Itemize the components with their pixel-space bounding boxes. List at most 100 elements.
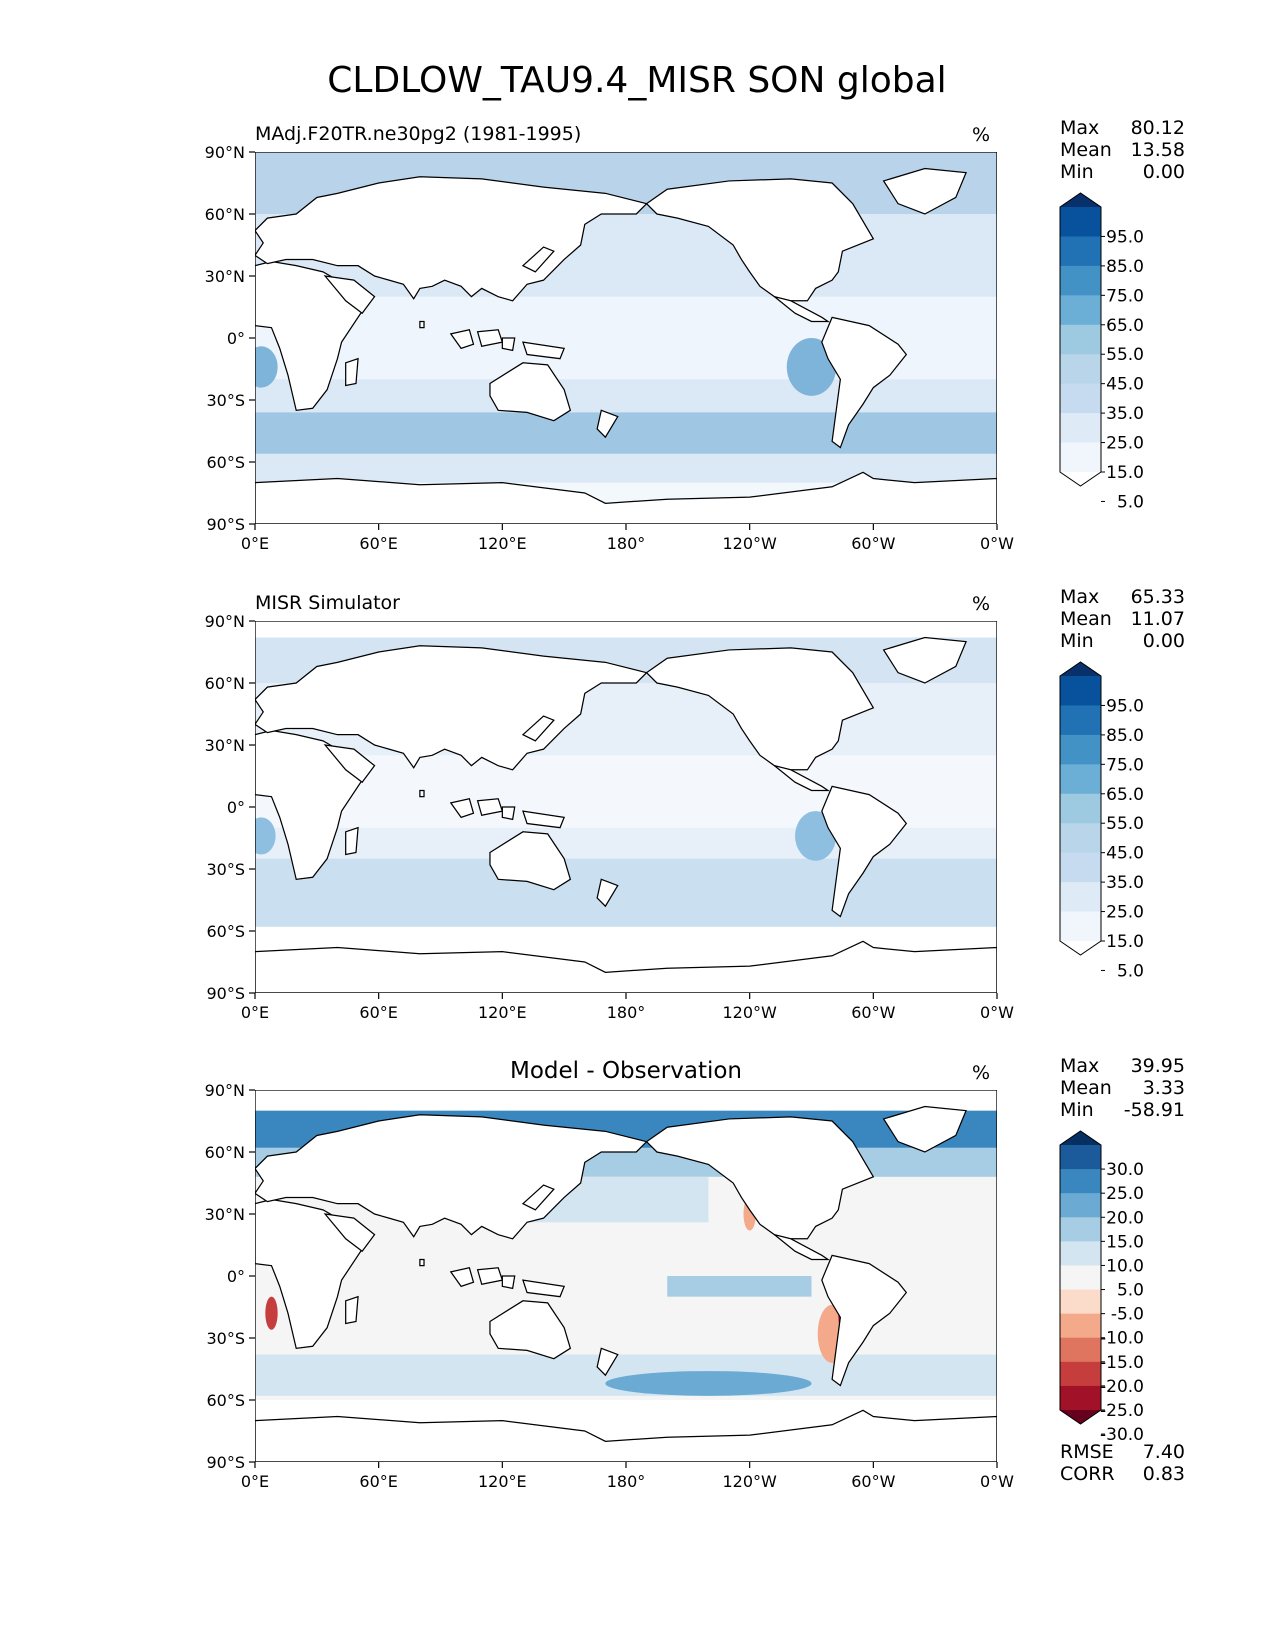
lat-tick-label: 60°N	[205, 674, 245, 693]
lat-tick-label: 90°N	[205, 612, 245, 631]
lat-tick-label: 30°N	[205, 736, 245, 755]
field-band-south-storm	[255, 412, 997, 454]
stat-label: Min	[1060, 630, 1094, 652]
lon-tick-label: 60°E	[359, 1472, 397, 1491]
colorbar-label: 45.0	[1106, 375, 1144, 395]
colorbar-label: 20.0	[1106, 1208, 1144, 1228]
panel-units: %	[972, 1062, 990, 1084]
colorbar-label: 15.0	[1106, 932, 1144, 952]
colorbar-segment	[1060, 823, 1101, 854]
lat-tick-label: 90°S	[206, 1453, 245, 1472]
field-band-south-storm	[255, 858, 997, 927]
stat-label: Max	[1060, 117, 1099, 139]
colorbar-segment	[1060, 1241, 1101, 1266]
lat-tick-label: 90°N	[205, 143, 245, 162]
colorbar-label: 95.0	[1106, 696, 1144, 716]
lat-tick-label: 90°N	[205, 1081, 245, 1100]
stat-value: 80.12	[1131, 117, 1185, 139]
colorbar-label: 25.0	[1106, 434, 1144, 454]
colorbar-segment	[1060, 207, 1101, 237]
colorbar-segment	[1060, 236, 1101, 267]
colorbar-label: 75.0	[1106, 286, 1144, 306]
colorbar-segment	[1060, 295, 1101, 326]
stats-block: Max 80.12 Mean 13.58 Min 0.00	[1060, 117, 1185, 183]
lon-tick-label: 0°W	[980, 534, 1014, 553]
colorbar-label: 25.0	[1106, 1184, 1144, 1204]
diff-namibia-negative	[265, 1296, 278, 1330]
stats-block: Max 39.95 Mean 3.33 Min -58.91	[1060, 1055, 1185, 1121]
lon-tick-label: 0°E	[241, 534, 269, 553]
colorbar-segment	[1060, 852, 1101, 883]
colorbar-segment	[1060, 324, 1101, 355]
colorbar-label: 5.0	[1117, 492, 1144, 512]
stat-value: 13.58	[1131, 139, 1185, 161]
lon-tick-label: 0°E	[241, 1472, 269, 1491]
stratocumulus-peru	[786, 338, 837, 396]
lon-tick-label: 180°	[607, 1472, 646, 1491]
stat-label: Min	[1060, 161, 1094, 183]
colorbar-label: 85.0	[1106, 726, 1144, 746]
stat-value: 0.00	[1143, 161, 1185, 183]
corr-value: 0.83	[1143, 1463, 1185, 1485]
lat-tick-label: 30°S	[206, 860, 245, 879]
colorbar-label: 35.0	[1106, 404, 1144, 424]
colorbar-segment	[1060, 1313, 1101, 1339]
colorbar-segment	[1060, 1289, 1101, 1315]
colorbar-segment	[1060, 265, 1101, 296]
map-frame	[255, 152, 997, 524]
colorbar-segment	[1060, 1337, 1101, 1363]
colorbar-label: 10.0	[1106, 1256, 1144, 1276]
colorbar-label: 5.0	[1117, 961, 1144, 981]
colorbar-label: -25.0	[1100, 1401, 1144, 1421]
panel-left-title: MAdj.F20TR.ne30pg2 (1981-1995)	[255, 123, 581, 145]
colorbar-segment	[1060, 1193, 1101, 1218]
panel-units: %	[972, 124, 990, 146]
colorbar-label: 5.0	[1117, 1281, 1144, 1301]
colorbar-segment	[1060, 911, 1101, 942]
colorbar-extend-max	[1060, 193, 1101, 207]
skill-stats: RMSE 7.40 CORR 0.83	[1060, 1441, 1185, 1485]
lat-tick-label: 0°	[227, 329, 245, 348]
colorbar-label: 65.0	[1106, 316, 1144, 336]
diff-tropical-east-pacific	[667, 1276, 812, 1297]
rmse-value: 7.40	[1143, 1441, 1185, 1463]
lon-axis: 0°E 60°E 120°E 180° 120°W 60°W 0°W	[241, 1462, 1014, 1491]
lon-tick-label: 60°W	[851, 1003, 895, 1022]
panel-center-title: Model - Observation	[510, 1058, 742, 1084]
colorbar-model: 95.0 85.0 75.0 65.0 55.0 45.0 35.0 25.0 15.0 5.0	[1059, 192, 1144, 512]
panel-model: MAdj.F20TR.ne30pg2 (1981-1995) % 90°N 60°…	[205, 117, 1185, 553]
colorbar-extend-max	[1060, 1131, 1101, 1145]
lon-tick-label: 60°W	[851, 534, 895, 553]
colorbar-extend-min	[1060, 1410, 1101, 1424]
colorbar-segment	[1060, 676, 1101, 706]
colorbar-segment	[1060, 413, 1101, 444]
panel-obs: MISR Simulator % 90°N60°N30°N0°30°S60°S9…	[205, 586, 1185, 1022]
lon-tick-label: 0°W	[980, 1472, 1014, 1491]
map-frame	[255, 621, 997, 993]
stat-label: Mean	[1060, 608, 1112, 630]
colorbar-segment	[1060, 1361, 1101, 1387]
lat-axis: 90°N 60°N 30°N 0° 30°S 60°S 90°S	[205, 1081, 255, 1472]
colorbar-label: 25.0	[1106, 903, 1144, 923]
map-obs	[255, 621, 997, 993]
panel-units: %	[972, 593, 990, 615]
stat-value: 39.95	[1131, 1055, 1185, 1077]
colorbar-segment	[1060, 442, 1101, 473]
lat-tick-label: 60°S	[206, 1391, 245, 1410]
lat-tick-label: 60°N	[205, 205, 245, 224]
lon-tick-label: 180°	[607, 534, 646, 553]
colorbar-label: 95.0	[1106, 227, 1144, 247]
stratocumulus-namibia	[255, 346, 278, 388]
lat-tick-label: 30°S	[206, 391, 245, 410]
lat-tick-label: 60°S	[206, 453, 245, 472]
lat-axis: 90°N 60°N 30°N 0° 30°S 60°S 90°S	[205, 143, 255, 534]
lat-tick-label: 90°S	[206, 515, 245, 534]
colorbar-segment	[1060, 354, 1101, 385]
colorbar-obs: 95.0 85.0 75.0 65.0 55.0 45.0 35.0 25.0 15.0 5.0	[1059, 661, 1144, 981]
colorbar-segment	[1060, 734, 1101, 765]
colorbar-segment	[1060, 764, 1101, 795]
stat-label: Min	[1060, 1099, 1094, 1121]
stats-block: Max 65.33 Mean 11.07 Min 0.00	[1060, 586, 1185, 652]
lon-tick-label: 0°W	[980, 1003, 1014, 1022]
